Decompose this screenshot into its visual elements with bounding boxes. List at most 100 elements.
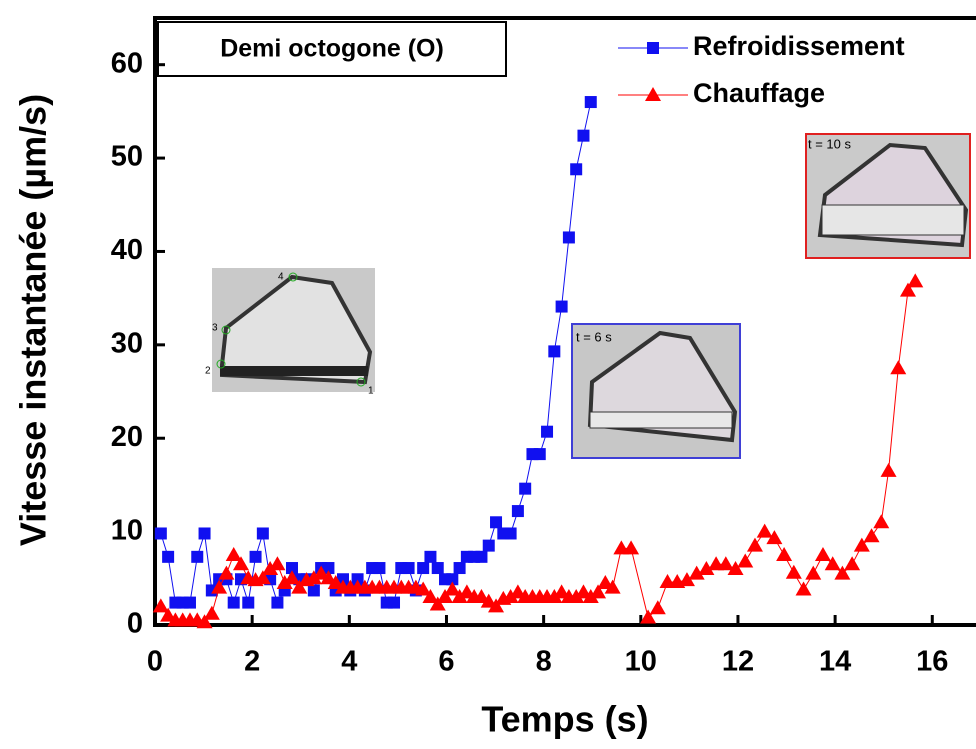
data-point <box>453 562 466 575</box>
data-point <box>688 565 705 580</box>
data-point <box>227 596 240 609</box>
data-point <box>198 527 211 540</box>
data-point <box>154 527 167 540</box>
data-point <box>546 588 563 603</box>
data-point <box>490 516 503 529</box>
data-point <box>880 462 897 477</box>
y-tick-label: 40 <box>111 234 143 266</box>
y-axis-title: Vitesse instantanée (µm/s) <box>13 94 54 546</box>
data-point <box>853 537 870 552</box>
data-point <box>698 560 715 575</box>
data-point <box>305 570 322 585</box>
data-point <box>511 505 524 518</box>
data-point <box>737 553 754 568</box>
inset-label: t = 10 s <box>808 136 851 151</box>
data-point <box>152 598 169 613</box>
x-tick-label: 10 <box>625 646 657 678</box>
data-point <box>373 562 386 575</box>
data-point <box>834 565 851 580</box>
data-point <box>562 231 575 244</box>
x-tick-label: 6 <box>438 646 454 678</box>
data-point <box>623 540 640 555</box>
y-tick-label: 10 <box>111 514 143 546</box>
data-point <box>604 579 621 594</box>
axis-frame <box>153 16 976 627</box>
data-point <box>814 546 831 561</box>
y-tick-label: 30 <box>111 328 143 360</box>
data-point <box>162 550 175 563</box>
data-point <box>548 345 561 358</box>
data-point <box>584 96 597 109</box>
data-point <box>256 527 269 540</box>
x-tick-label: 14 <box>819 646 851 678</box>
data-point <box>211 579 228 594</box>
data-point <box>242 596 255 609</box>
data-point <box>218 565 235 580</box>
data-point <box>283 570 300 585</box>
corner-label: 1 <box>368 386 374 397</box>
x-tick-label: 12 <box>722 646 754 678</box>
data-point <box>678 572 695 587</box>
data-point <box>776 546 793 561</box>
y-tick-label: 60 <box>111 47 143 79</box>
corner-label: 4 <box>278 272 284 283</box>
data-point <box>291 579 308 594</box>
label-box <box>157 21 507 77</box>
data-point <box>488 598 505 613</box>
data-point <box>805 565 822 580</box>
data-point <box>502 588 519 603</box>
data-point <box>191 550 204 563</box>
inset-image <box>571 323 741 459</box>
data-point <box>504 527 517 540</box>
data-point <box>863 528 880 543</box>
data-point <box>533 448 546 461</box>
data-point <box>446 573 459 586</box>
data-point <box>568 588 585 603</box>
corner-label: 3 <box>212 323 218 334</box>
data-point <box>451 588 468 603</box>
data-point <box>795 581 812 596</box>
data-point <box>415 581 432 596</box>
data-point <box>337 573 350 586</box>
data-point <box>649 600 666 615</box>
data-point <box>271 596 284 609</box>
data-point <box>475 550 488 563</box>
data-point <box>437 588 454 603</box>
x-tick-label: 8 <box>536 646 552 678</box>
legend-marker <box>645 87 661 101</box>
data-point <box>285 562 298 575</box>
data-point <box>422 588 439 603</box>
data-point <box>322 562 335 575</box>
data-point <box>388 596 401 609</box>
inset-image <box>212 268 375 392</box>
data-point <box>249 550 262 563</box>
data-point <box>844 556 861 571</box>
data-point <box>269 556 286 571</box>
data-point <box>254 570 271 585</box>
data-point <box>717 556 734 571</box>
data-point <box>232 556 249 571</box>
x-tick-label: 4 <box>341 646 357 678</box>
data-point <box>873 514 890 529</box>
y-tick-label: 50 <box>111 141 143 173</box>
data-point <box>824 556 841 571</box>
data-point <box>351 573 364 586</box>
y-tick-label: 0 <box>127 608 143 640</box>
data-point <box>555 300 568 313</box>
data-point <box>785 564 802 579</box>
data-point <box>225 546 242 561</box>
data-point <box>424 550 437 563</box>
data-point <box>262 560 279 575</box>
inset-image <box>805 133 971 259</box>
data-point <box>907 273 924 288</box>
data-point <box>640 609 657 624</box>
data-point <box>899 282 916 297</box>
data-point <box>727 560 744 575</box>
x-tick-label: 16 <box>916 646 948 678</box>
data-point <box>482 539 495 552</box>
x-tick-label: 2 <box>244 646 260 678</box>
data-point <box>519 482 532 495</box>
data-point <box>541 425 554 438</box>
data-point <box>582 588 599 603</box>
